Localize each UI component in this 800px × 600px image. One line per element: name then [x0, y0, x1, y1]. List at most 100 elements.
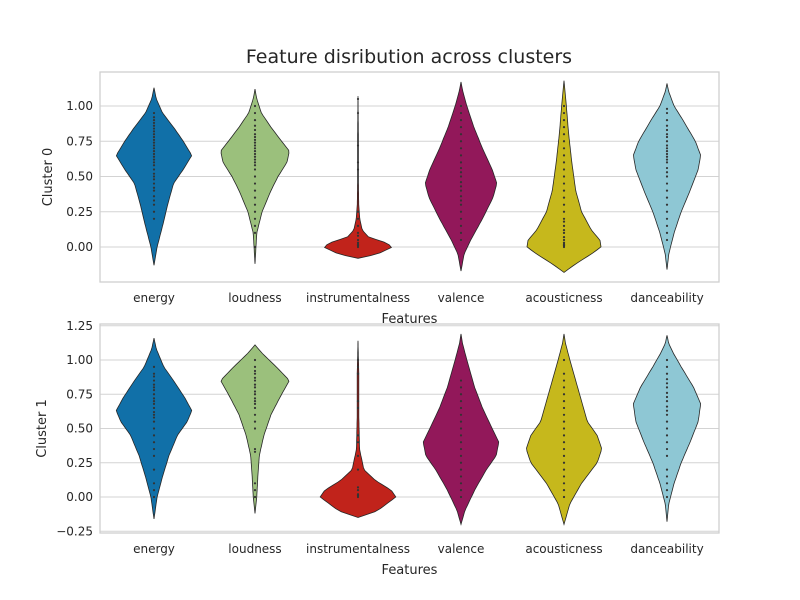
data-point	[356, 161, 360, 164]
data-point	[459, 468, 463, 471]
data-point	[459, 195, 463, 198]
data-point	[152, 482, 156, 485]
data-point	[152, 150, 156, 153]
x-tick-label: acousticness	[525, 291, 602, 305]
data-point	[152, 175, 156, 178]
data-point	[459, 475, 463, 478]
data-point	[665, 400, 669, 403]
data-point	[562, 236, 566, 239]
data-point	[562, 140, 566, 143]
data-point	[665, 482, 669, 485]
data-point	[665, 224, 669, 227]
data-point	[562, 161, 566, 164]
data-point	[562, 420, 566, 423]
data-point	[253, 203, 257, 206]
data-point	[459, 224, 463, 227]
data-point	[152, 372, 156, 375]
data-point	[152, 144, 156, 147]
data-point	[562, 220, 566, 223]
data-point	[665, 441, 669, 444]
data-point	[253, 124, 257, 127]
data-point	[562, 495, 566, 499]
data-point	[253, 447, 257, 451]
data-point	[562, 119, 566, 122]
data-point	[152, 427, 156, 430]
data-point	[562, 372, 566, 375]
data-point	[562, 468, 566, 471]
data-point	[459, 489, 463, 492]
data-point	[152, 210, 156, 213]
data-point	[562, 147, 566, 150]
data-point	[562, 482, 566, 485]
data-point	[459, 406, 463, 410]
data-point	[152, 489, 156, 492]
data-point	[356, 358, 360, 362]
data-point	[152, 182, 156, 185]
x-tick-label: danceability	[630, 291, 703, 305]
data-point	[253, 413, 257, 416]
data-point	[459, 231, 463, 234]
data-point	[253, 141, 257, 144]
data-point	[253, 390, 257, 393]
data-point	[356, 231, 360, 234]
data-point	[562, 461, 566, 464]
data-point	[253, 393, 257, 396]
data-point	[665, 386, 669, 389]
data-point	[253, 210, 257, 213]
data-point	[665, 196, 669, 199]
y-tick-label: 0.75	[66, 134, 93, 148]
data-point	[152, 195, 156, 198]
data-point	[665, 409, 669, 412]
data-point	[665, 365, 669, 368]
data-point	[459, 447, 463, 451]
data-point	[253, 104, 257, 108]
data-point	[152, 130, 156, 133]
data-point	[152, 127, 156, 130]
data-point	[665, 107, 669, 110]
data-point	[459, 189, 463, 192]
data-point	[152, 121, 156, 125]
data-point	[152, 158, 156, 161]
data-point	[665, 495, 669, 499]
data-point	[356, 97, 360, 101]
data-point	[253, 147, 257, 150]
data-point	[665, 203, 669, 206]
data-point	[152, 406, 156, 410]
data-point	[152, 386, 156, 389]
data-point	[253, 175, 257, 178]
data-point	[665, 150, 669, 153]
violin-instrumentalness	[323, 96, 393, 259]
data-point	[253, 372, 257, 375]
data-point	[152, 133, 156, 136]
data-point	[356, 372, 360, 375]
data-point	[152, 383, 156, 386]
x-tick-label: valence	[438, 542, 485, 556]
data-point	[253, 138, 257, 141]
y-tick-label: 1.00	[66, 353, 93, 367]
cluster-0-panel: 0.00 0.25 0.50 0.75 1.00 energy loudness instru…	[41, 71, 720, 327]
data-point	[253, 119, 257, 122]
data-point	[562, 434, 566, 437]
data-point	[459, 413, 463, 416]
data-point	[665, 231, 669, 234]
y-tick-label: 1.00	[66, 99, 93, 113]
data-point	[459, 171, 463, 174]
data-point	[152, 111, 156, 115]
data-point	[459, 126, 463, 129]
data-point	[665, 395, 669, 399]
data-point	[562, 231, 566, 234]
data-point	[152, 420, 156, 423]
data-point	[152, 434, 156, 437]
data-point	[665, 111, 669, 115]
violin-instrumentalness	[319, 340, 397, 518]
data-point	[459, 238, 463, 242]
x-tick-label: instrumentalness	[306, 542, 410, 556]
data-point	[152, 447, 156, 451]
data-point	[665, 189, 669, 192]
data-point	[562, 126, 566, 129]
data-point	[459, 420, 463, 423]
data-point	[459, 427, 463, 430]
data-point	[253, 369, 257, 373]
y-tick-label: 1.25	[66, 319, 93, 333]
y-tick-label: 0.00	[66, 490, 93, 504]
